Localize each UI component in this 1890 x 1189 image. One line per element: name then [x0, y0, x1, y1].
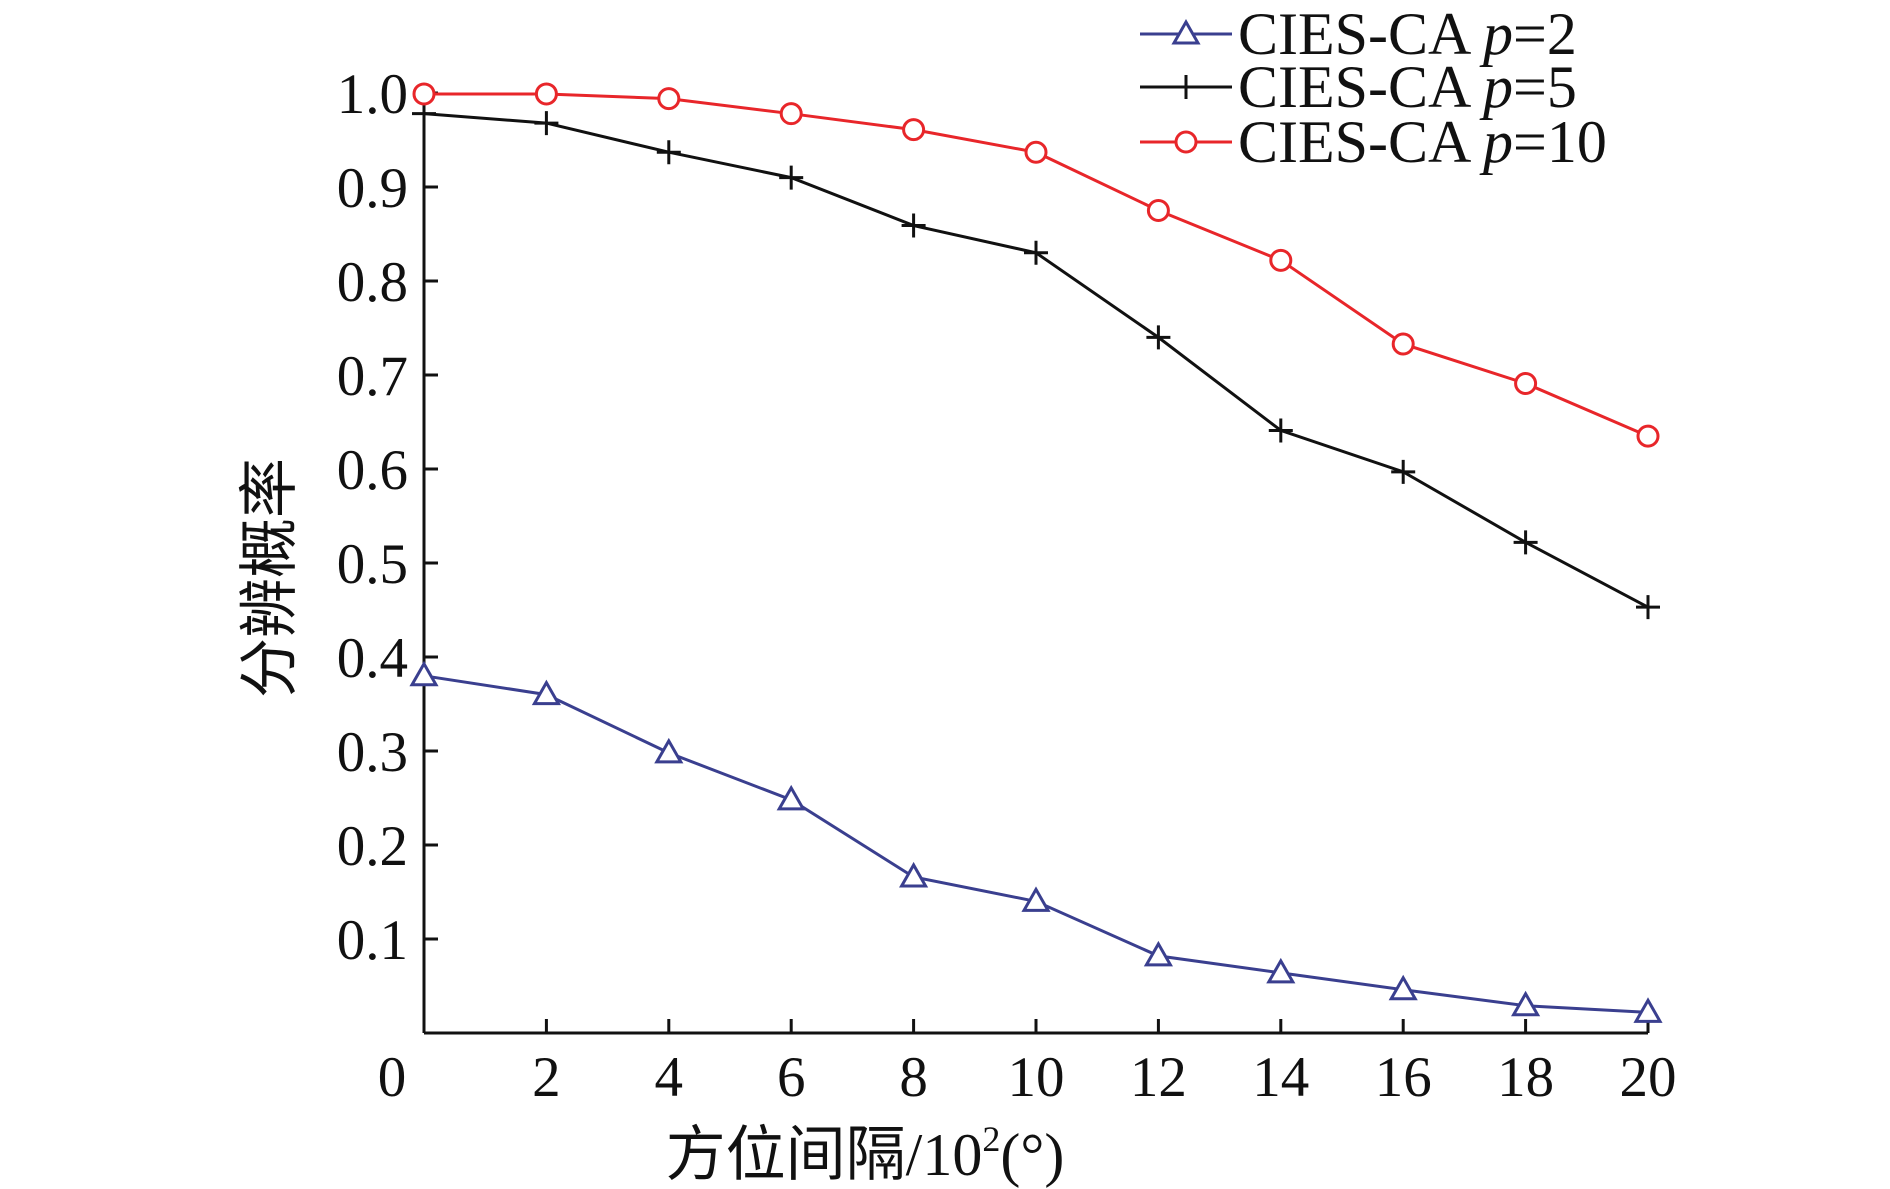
legend-label-prefix: CIES-CA — [1238, 1, 1483, 67]
y-tick-label: 0.6 — [337, 439, 408, 502]
y-tick-label: 0.3 — [337, 721, 408, 784]
legend-label-var: p — [1479, 109, 1513, 175]
x-tick-label: 4 — [655, 1046, 684, 1109]
series-triangle — [409, 660, 1663, 1023]
legend-label-suffix: =10 — [1513, 109, 1607, 175]
legend-label: CIES-CA p=5 — [1238, 54, 1577, 120]
data-point — [1268, 418, 1293, 443]
data-point — [654, 737, 684, 764]
series-plus — [412, 101, 1660, 620]
y-axis-title: 分辨概率 — [237, 458, 303, 698]
data-point — [412, 101, 436, 126]
legend-label-prefix: CIES-CA — [1238, 109, 1483, 175]
series-line — [423, 112, 1649, 609]
data-point — [534, 82, 558, 106]
x-axis-title-main: 方位间隔/10 — [666, 1122, 983, 1188]
legend-item: CIES-CA p=10 — [1140, 109, 1607, 175]
y-tick-label: 0.7 — [337, 345, 408, 408]
axes: 0 2 4 6 8 10 12 14 16 18 20 0.1 0.2 0.3 0.4 0.5 0.6 0.7 0.… — [337, 63, 1677, 1109]
series-circle — [412, 82, 1660, 448]
data-point — [1269, 248, 1293, 272]
data-point — [531, 679, 561, 706]
x-tick-label: 0 — [378, 1046, 407, 1109]
x-tick-label: 20 — [1620, 1046, 1677, 1109]
legend-item: CIES-CA p=2 — [1140, 1, 1577, 67]
data-point — [1146, 325, 1171, 350]
data-point — [1513, 530, 1538, 555]
data-point — [779, 102, 803, 126]
series-layer — [409, 82, 1663, 1023]
x-tick-label: 6 — [777, 1046, 806, 1109]
x-axis-title-sup: 2 — [982, 1119, 1000, 1159]
y-tick-label: 0.9 — [337, 157, 408, 220]
data-point — [657, 87, 681, 111]
legend-item: CIES-CA p=5 — [1140, 54, 1577, 120]
data-point — [776, 784, 806, 811]
legend-marker — [1174, 75, 1198, 99]
data-point — [899, 861, 929, 888]
data-point — [779, 165, 804, 190]
data-point — [1024, 140, 1048, 164]
x-tick-label: 14 — [1252, 1046, 1309, 1109]
x-tick-label: 16 — [1375, 1046, 1432, 1109]
data-point — [902, 118, 926, 142]
data-point — [1266, 957, 1296, 984]
legend-marker — [1171, 18, 1201, 45]
legend-marker — [1174, 130, 1198, 154]
data-point — [901, 213, 926, 238]
legend-label-prefix: CIES-CA — [1238, 54, 1483, 120]
y-tick-label: 0.5 — [337, 533, 408, 596]
data-point — [1391, 332, 1415, 356]
y-tick-label: 0.2 — [337, 815, 408, 878]
data-point — [1633, 997, 1663, 1023]
data-point — [1636, 424, 1660, 448]
data-point — [1511, 990, 1541, 1017]
x-axis-title: 方位间隔/102(°) — [666, 1119, 1065, 1188]
x-tick-label: 10 — [1008, 1046, 1065, 1109]
data-point — [1388, 974, 1418, 1001]
legend-label: CIES-CA p=10 — [1238, 109, 1607, 175]
x-tick-label: 18 — [1497, 1046, 1554, 1109]
data-point — [1021, 886, 1051, 912]
y-tick-label: 0.1 — [337, 909, 408, 972]
y-tick-label: 1.0 — [337, 63, 408, 126]
data-point — [409, 660, 439, 687]
legend-label-var: p — [1479, 54, 1513, 120]
y-tick-label: 0.8 — [337, 251, 408, 314]
data-point — [656, 140, 681, 165]
legend-label-suffix: =2 — [1513, 1, 1577, 67]
data-point — [412, 82, 436, 106]
legend-label: CIES-CA p=2 — [1238, 1, 1577, 67]
data-point — [1514, 371, 1538, 395]
data-point — [1143, 940, 1173, 967]
series-line — [423, 674, 1649, 1014]
data-point — [534, 111, 559, 136]
data-point — [1146, 199, 1170, 222]
x-tick-label: 2 — [532, 1046, 561, 1109]
legend-label-var: p — [1479, 1, 1513, 67]
legend-label-suffix: =5 — [1513, 54, 1577, 120]
x-axis-title-tail: (°) — [1000, 1122, 1064, 1188]
data-point — [1024, 240, 1048, 265]
data-point — [1636, 595, 1660, 620]
data-point — [1391, 459, 1416, 484]
x-tick-label: 8 — [899, 1046, 928, 1109]
y-tick-label: 0.4 — [337, 627, 408, 690]
x-tick-label: 12 — [1130, 1046, 1187, 1109]
